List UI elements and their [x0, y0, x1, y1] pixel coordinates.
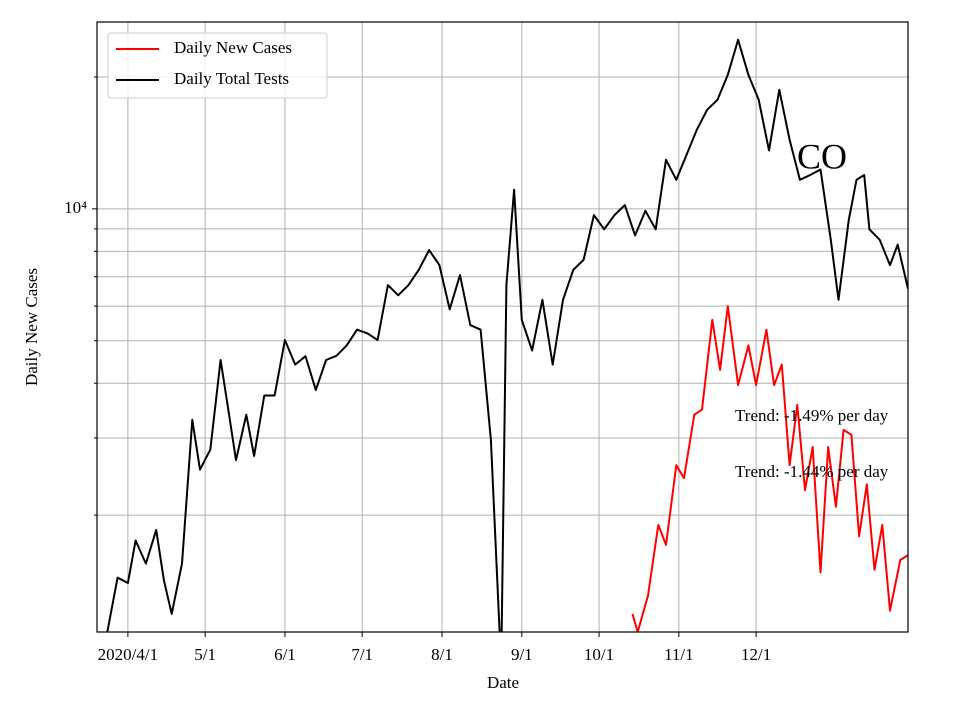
annotation: Trend: -1.49% per day: [735, 406, 889, 425]
x-tick-label: 10/1: [584, 645, 614, 664]
plot-frame: [96, 21, 909, 633]
plot-area: [106, 38, 908, 632]
x-axis-label: Date: [487, 673, 519, 692]
x-tick-label: 8/1: [431, 645, 453, 664]
x-tick-label: 2020/4/1: [98, 645, 158, 664]
x-tick-label: 5/1: [194, 645, 216, 664]
annotation: Trend: -1.44% per day: [735, 462, 889, 481]
x-tick-label: 9/1: [511, 645, 533, 664]
series-line: [106, 38, 908, 632]
x-tick-label: 7/1: [351, 645, 373, 664]
series-line: [631, 305, 908, 632]
legend-box: [107, 32, 328, 99]
y-axis-label: Daily New Cases: [22, 268, 41, 386]
x-tick-label: 12/1: [741, 645, 771, 664]
legend-label: Daily New Cases: [174, 38, 292, 57]
y-tick-label: 10⁴: [64, 198, 87, 217]
legend-label: Daily Total Tests: [174, 69, 289, 88]
annotation: CO: [797, 136, 847, 176]
x-tick-label: 6/1: [274, 645, 296, 664]
x-tick-label: 11/1: [664, 645, 694, 664]
